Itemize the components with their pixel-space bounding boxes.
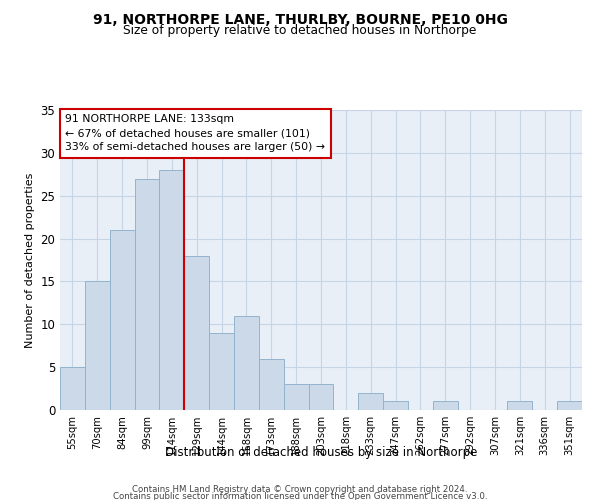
Text: Contains HM Land Registry data © Crown copyright and database right 2024.: Contains HM Land Registry data © Crown c… — [132, 484, 468, 494]
Bar — [383, 402, 408, 410]
Y-axis label: Number of detached properties: Number of detached properties — [25, 172, 35, 348]
Bar — [110, 230, 134, 410]
Bar — [358, 393, 383, 410]
Text: 91, NORTHORPE LANE, THURLBY, BOURNE, PE10 0HG: 91, NORTHORPE LANE, THURLBY, BOURNE, PE1… — [92, 12, 508, 26]
Bar — [284, 384, 308, 410]
Text: Distribution of detached houses by size in Northorpe: Distribution of detached houses by size … — [165, 446, 477, 459]
Text: Size of property relative to detached houses in Northorpe: Size of property relative to detached ho… — [124, 24, 476, 37]
Bar — [134, 178, 160, 410]
Bar — [508, 402, 532, 410]
Bar — [160, 170, 184, 410]
Bar — [209, 333, 234, 410]
Bar — [234, 316, 259, 410]
Bar — [60, 367, 85, 410]
Bar — [184, 256, 209, 410]
Bar — [85, 282, 110, 410]
Text: Contains public sector information licensed under the Open Government Licence v3: Contains public sector information licen… — [113, 492, 487, 500]
Text: 91 NORTHORPE LANE: 133sqm
← 67% of detached houses are smaller (101)
33% of semi: 91 NORTHORPE LANE: 133sqm ← 67% of detac… — [65, 114, 325, 152]
Bar — [308, 384, 334, 410]
Bar — [557, 402, 582, 410]
Bar — [259, 358, 284, 410]
Bar — [433, 402, 458, 410]
